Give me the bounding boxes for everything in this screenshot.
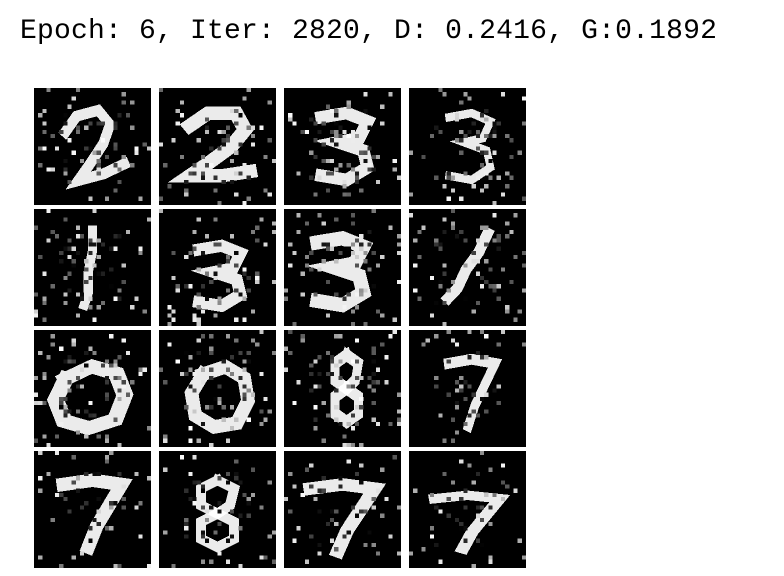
generated-sample-12 [409, 330, 526, 447]
generated-sample-13 [34, 451, 151, 568]
sample-image [284, 209, 401, 326]
generated-sample-6 [159, 209, 276, 326]
generated-sample-8 [409, 209, 526, 326]
sample-image [34, 330, 151, 447]
sample-image [409, 88, 526, 205]
generated-sample-grid [34, 88, 527, 568]
generated-sample-14 [159, 451, 276, 568]
sample-image [159, 330, 276, 447]
generated-sample-4 [409, 88, 526, 205]
sample-image [409, 209, 526, 326]
generated-sample-1 [34, 88, 151, 205]
sample-image [159, 451, 276, 568]
sample-image [284, 88, 401, 205]
generated-sample-9 [34, 330, 151, 447]
sample-image [34, 451, 151, 568]
sample-image [34, 209, 151, 326]
sample-image [409, 330, 526, 447]
generated-sample-2 [159, 88, 276, 205]
sample-image [159, 88, 276, 205]
generated-sample-10 [159, 330, 276, 447]
generated-sample-7 [284, 209, 401, 326]
sample-image [284, 330, 401, 447]
sample-image [284, 451, 401, 568]
generated-sample-16 [409, 451, 526, 568]
sample-image [34, 88, 151, 205]
generated-sample-5 [34, 209, 151, 326]
generated-sample-3 [284, 88, 401, 205]
generated-sample-11 [284, 330, 401, 447]
generated-sample-15 [284, 451, 401, 568]
sample-image [159, 209, 276, 326]
training-status-text: Epoch: 6, Iter: 2820, D: 0.2416, G:0.189… [20, 16, 718, 47]
sample-image [409, 451, 526, 568]
